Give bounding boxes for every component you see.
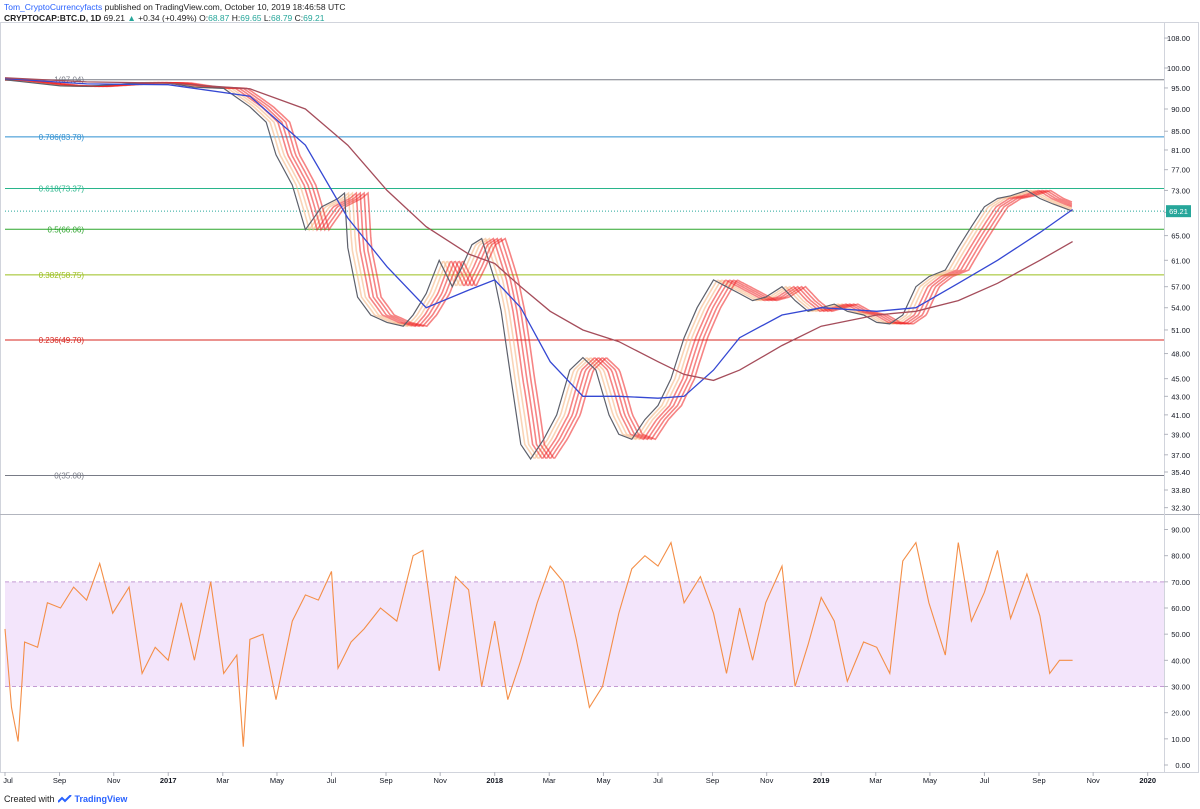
rsi-y-tick-label: 50.00 [1171, 630, 1190, 639]
y-tick-label: 90.00 [1171, 105, 1190, 114]
rsi-line [4, 541, 1073, 747]
x-tick-label: Sep [706, 776, 719, 785]
publish-info: published on TradingView.com, October 10… [102, 2, 346, 12]
y-tick-label: 54.00 [1171, 304, 1190, 313]
fib-level-label: 0.618(73.37) [39, 184, 85, 193]
rsi-y-tick-label: 0.00 [1175, 761, 1190, 770]
tradingview-logo-icon [57, 794, 72, 803]
fib-level-label: 0.382(58.75) [39, 271, 85, 280]
y-tick-label: 35.40 [1171, 468, 1190, 477]
tradingview-brand[interactable]: TradingView [74, 794, 128, 804]
y-tick-label: 37.00 [1171, 451, 1190, 460]
x-tick-label: 2020 [1139, 776, 1156, 785]
y-tick-label: 77.00 [1171, 166, 1190, 175]
ema-slow-line [4, 77, 1073, 382]
y-tick-label: 95.00 [1171, 84, 1190, 93]
created-with-label: Created with [4, 794, 55, 804]
price-line [4, 79, 1073, 461]
last-price-tag [1166, 205, 1191, 218]
fib-level-label: 0(35.08) [54, 472, 84, 481]
fib-level-label: 0.5(66.06) [48, 225, 85, 234]
change-value: +0.34 (+0.49%) [138, 13, 197, 23]
rsi-y-tick-label: 30.00 [1171, 683, 1190, 692]
open-label: O: [199, 13, 209, 23]
x-tick-label: Mar [216, 776, 229, 785]
rsi-y-tick-label: 10.00 [1171, 735, 1190, 744]
rsi-y-tick-label: 20.00 [1171, 709, 1190, 718]
x-tick-label: Jul [653, 776, 663, 785]
y-tick-label: 73.00 [1171, 186, 1190, 195]
last-price-tag-label: 69.21 [1169, 207, 1188, 216]
x-tick-label: Jul [980, 776, 990, 785]
rsi-y-tick-label: 90.00 [1171, 526, 1190, 535]
fib-level-label: 0.236(49.70) [39, 336, 85, 345]
fib-level-label: 0.786(83.78) [39, 133, 85, 142]
chart-header: Tom_CryptoCurrencyfacts published on Tra… [4, 2, 345, 24]
high-value: 69.65 [240, 13, 262, 23]
x-tick-label: Mar [869, 776, 882, 785]
rsi-y-tick-label: 40.00 [1171, 656, 1190, 665]
x-tick-label: Mar [543, 776, 556, 785]
low-label: L: [263, 13, 271, 23]
rsi-y-tick-label: 70.00 [1171, 578, 1190, 587]
y-tick-label: 33.80 [1171, 486, 1190, 495]
y-tick-label: 85.00 [1171, 127, 1190, 136]
y-tick-label: 41.00 [1171, 411, 1190, 420]
x-tick-label: Nov [434, 776, 448, 785]
y-tick-label: 108.00 [1167, 34, 1190, 43]
rsi-y-tick-label: 80.00 [1171, 552, 1190, 561]
author-link[interactable]: Tom_CryptoCurrencyfacts [4, 2, 103, 12]
x-tick-label: Sep [379, 776, 392, 785]
x-tick-label: 2019 [813, 776, 830, 785]
y-tick-label: 65.00 [1171, 232, 1190, 241]
x-tick-label: Nov [107, 776, 121, 785]
last-value: 69.21 [103, 13, 125, 23]
close-value: 69.21 [303, 13, 325, 23]
x-tick-label: Nov [1086, 776, 1100, 785]
y-tick-label: 61.00 [1171, 256, 1190, 265]
y-tick-label: 45.00 [1171, 375, 1190, 384]
x-tick-label: 2018 [486, 776, 503, 785]
x-tick-label: 2017 [160, 776, 177, 785]
high-label: H: [231, 13, 241, 23]
y-tick-label: 51.00 [1171, 326, 1190, 335]
ribbon-line [5, 79, 1073, 459]
ema-fast-line [4, 77, 1073, 399]
close-label: C: [294, 13, 304, 23]
x-tick-label: Jul [3, 776, 13, 785]
y-tick-label: 43.00 [1171, 392, 1190, 401]
y-tick-label: 32.30 [1171, 504, 1190, 513]
y-tick-label: 100.00 [1167, 64, 1190, 73]
rsi-y-tick-label: 60.00 [1171, 604, 1190, 613]
x-tick-label: May [596, 776, 610, 785]
y-tick-label: 39.00 [1171, 430, 1190, 439]
rsi-band [5, 581, 1164, 687]
x-tick-label: Sep [53, 776, 66, 785]
x-tick-label: Nov [760, 776, 774, 785]
up-arrow-icon: ▲ [127, 13, 136, 23]
y-tick-label: 48.00 [1171, 350, 1190, 359]
x-tick-label: Sep [1032, 776, 1045, 785]
y-tick-label: 81.00 [1171, 146, 1190, 155]
x-tick-label: Jul [327, 776, 337, 785]
y-tick-label: 57.00 [1171, 283, 1190, 292]
symbol-label[interactable]: CRYPTOCAP:BTC.D, 1D [4, 13, 102, 23]
low-value: 68.79 [271, 13, 293, 23]
open-value: 68.87 [208, 13, 230, 23]
x-tick-label: May [923, 776, 937, 785]
footer: Created with TradingView [4, 794, 127, 804]
fib-level-label: 1(97.04) [54, 76, 84, 85]
x-tick-label: May [270, 776, 284, 785]
